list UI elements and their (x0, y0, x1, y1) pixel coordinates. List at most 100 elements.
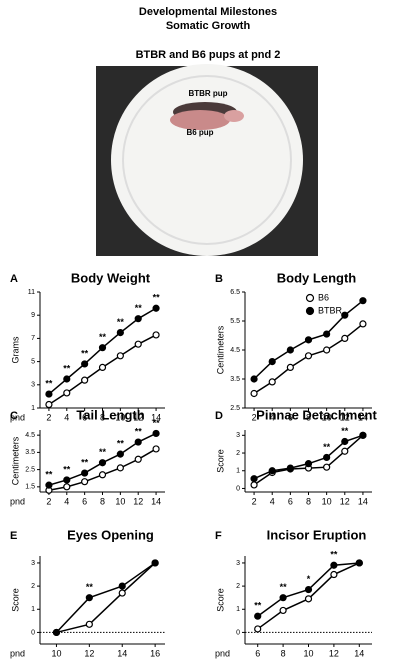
x-tick-label: 14 (151, 412, 161, 422)
significance: ** (153, 418, 161, 428)
x-tick-label: 10 (322, 496, 332, 506)
chart-title: Tail Length (76, 407, 144, 422)
y-tick-label: 9 (31, 312, 35, 319)
y-axis-label: Grams (10, 336, 20, 364)
y-tick-label: 7 (31, 335, 35, 342)
panel-letter: E (10, 530, 17, 542)
point (323, 346, 331, 354)
significance: ** (81, 348, 89, 358)
x-tick-label: 14 (151, 496, 161, 506)
point (85, 620, 93, 628)
x-tick-label: 4 (270, 412, 275, 422)
x-tick-label: 2 (252, 412, 257, 422)
significance: ** (99, 447, 107, 457)
x-tick-label: 12 (133, 496, 143, 506)
point (279, 594, 287, 602)
photo-caption: BTBR and B6 pups at pnd 2 (136, 49, 281, 61)
point (45, 400, 53, 409)
legend-label: BTBR (318, 305, 343, 315)
y-axis-label: Score (10, 588, 20, 612)
significance: ** (117, 438, 125, 448)
x-axis-label: pnd (215, 648, 230, 658)
point (116, 352, 124, 360)
point (268, 378, 276, 386)
point (341, 447, 349, 455)
series-line (55, 562, 156, 633)
y-tick-label: 3 (31, 560, 35, 567)
point (268, 467, 276, 475)
panel-letter: D (215, 410, 223, 422)
point (250, 475, 258, 483)
significance: ** (135, 303, 143, 313)
significance: ** (86, 582, 94, 592)
point (286, 363, 294, 371)
y-tick-label: 2.5 (230, 405, 240, 412)
series-line (56, 562, 156, 634)
y-tick-label: 0 (236, 629, 240, 636)
figure-subtitle: Somatic Growth (166, 20, 251, 32)
x-axis-label: pnd (10, 648, 25, 658)
significance: ** (280, 582, 288, 592)
point (330, 570, 338, 579)
chart-title: Pinnae Detachment (256, 407, 377, 422)
x-tick-label: 12 (329, 648, 339, 658)
y-tick-label: 0 (31, 629, 35, 636)
point (134, 438, 142, 446)
y-axis-label: Centimeters (10, 436, 20, 485)
panel-letter: B (215, 273, 223, 285)
point (279, 606, 287, 615)
point (118, 589, 126, 597)
point (98, 471, 107, 479)
chart-title: Incisor Eruption (267, 527, 367, 542)
point (152, 445, 160, 453)
x-tick-label: 16 (150, 648, 160, 658)
point (323, 463, 331, 471)
point (63, 389, 71, 397)
point (250, 481, 258, 489)
x-tick-label: 6 (288, 412, 293, 422)
y-axis-label: Centimeters (215, 325, 225, 374)
point (250, 389, 258, 398)
point (116, 329, 124, 337)
significance: * (307, 574, 311, 584)
x-tick-label: 14 (358, 496, 368, 506)
x-tick-label: 12 (133, 412, 143, 422)
point (286, 346, 294, 354)
x-tick-label: 8 (306, 412, 311, 422)
significance: ** (254, 601, 262, 611)
x-tick-label: 4 (270, 496, 275, 506)
significance: ** (323, 442, 331, 452)
point (63, 375, 71, 383)
y-axis-label: Score (215, 588, 225, 612)
y-tick-label: 1 (31, 405, 35, 412)
y-tick-label: 3.5 (25, 449, 35, 456)
x-tick-label: 10 (322, 412, 332, 422)
photo-label: BTBR pup (188, 89, 227, 98)
point (52, 628, 61, 637)
point (81, 376, 89, 384)
significance: ** (341, 426, 349, 436)
point (355, 559, 363, 567)
chart-title: Body Length (277, 270, 356, 285)
significance: ** (153, 293, 161, 303)
point (152, 304, 160, 312)
legend-label: B6 (318, 292, 329, 302)
panel-letter: A (10, 273, 18, 285)
y-tick-label: 3 (236, 432, 240, 439)
significance: ** (45, 469, 53, 479)
x-tick-label: 10 (303, 648, 313, 658)
figure-title: Developmental Milestones (139, 6, 277, 18)
y-tick-label: 3 (236, 560, 240, 567)
point (359, 320, 367, 328)
y-tick-label: 5 (31, 358, 35, 365)
y-tick-label: 11 (28, 289, 35, 296)
legend-marker (305, 306, 315, 316)
y-tick-label: 5.5 (230, 318, 240, 325)
point (304, 352, 313, 360)
point (81, 469, 89, 477)
y-tick-label: 1.5 (25, 484, 35, 491)
significance: ** (45, 378, 53, 388)
y-tick-label: 3 (31, 382, 35, 389)
point (45, 481, 53, 489)
